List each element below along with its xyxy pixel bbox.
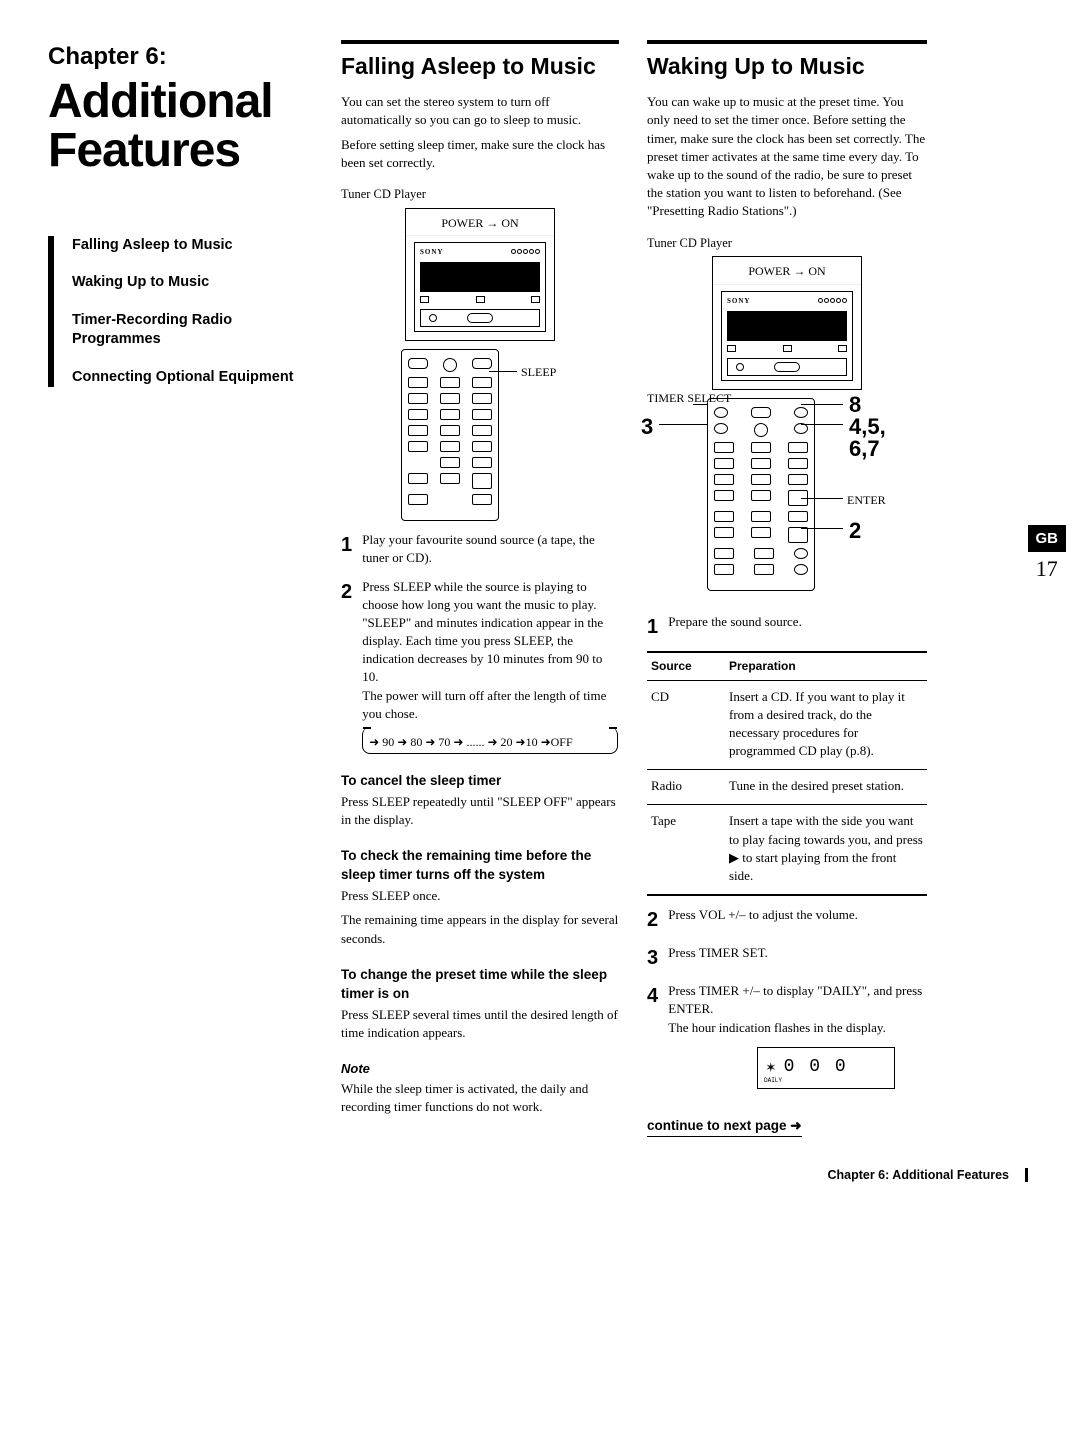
- cd-tray-icon: [727, 358, 847, 376]
- paragraph: Press SLEEP repeatedly until "SLEEP OFF"…: [341, 793, 619, 829]
- subheading: To change the preset time while the slee…: [341, 966, 619, 1004]
- step-number: 1: [647, 613, 665, 641]
- toc-item: Timer-Recording Radio Programmes: [72, 311, 313, 350]
- power-label: POWER → ON: [406, 209, 554, 237]
- paragraph: Press SLEEP once.: [341, 887, 619, 905]
- table-cell: Tape: [647, 805, 725, 895]
- display-screen-icon: [420, 262, 540, 292]
- step-detail: "SLEEP" and minutes indication appear in…: [362, 615, 603, 685]
- display-value: 0 0 0: [784, 1055, 848, 1080]
- step-text-inner: Press TIMER +/– to display "DAILY", and …: [668, 983, 922, 1016]
- step-number: 2: [647, 906, 665, 934]
- paragraph: Before setting sleep timer, make sure th…: [341, 136, 619, 172]
- chapter-title-line2: Features: [48, 124, 240, 177]
- device-label: Tuner CD Player: [647, 235, 927, 253]
- step-detail: The power will turn off after the length…: [362, 688, 606, 721]
- table-row: Radio Tune in the desired preset station…: [647, 770, 927, 805]
- step-text: Press SLEEP while the source is playing …: [362, 578, 618, 755]
- note-label: Note: [341, 1060, 619, 1078]
- tuner-illustration: POWER → ON SONY: [405, 208, 555, 342]
- chapter-label: Chapter 6:: [48, 40, 313, 74]
- device-label: Tuner CD Player: [341, 186, 619, 204]
- sleep-sequence: ➜ 90 ➜ 80 ➜ 70 ➜ ...... ➜ 20 ➜10 ➜OFF: [369, 735, 572, 749]
- note-text: While the sleep timer is activated, the …: [341, 1080, 619, 1116]
- toc-item: Waking Up to Music: [72, 273, 313, 293]
- rule: [341, 40, 619, 44]
- table-cell: Radio: [647, 770, 725, 805]
- preparation-table: Source Preparation CD Insert a CD. If yo…: [647, 651, 927, 896]
- page-number: 17: [1028, 554, 1067, 585]
- indicator-dots-icon: [817, 297, 847, 307]
- step: 3 Press TIMER SET.: [647, 944, 927, 972]
- left-column: Chapter 6: Additional Features Falling A…: [48, 40, 313, 1137]
- step-text: Play your favourite sound source (a tape…: [362, 531, 618, 567]
- footer: Chapter 6: Additional Features: [48, 1167, 1032, 1185]
- remote-illustration: [401, 349, 499, 521]
- step-text: Press TIMER +/– to display "DAILY", and …: [668, 982, 926, 1037]
- middle-column: Falling Asleep to Music You can set the …: [341, 40, 619, 1137]
- table-cell: CD: [647, 680, 725, 770]
- table-cell: Insert a tape with the side you want to …: [725, 805, 927, 895]
- daily-tag: DAILY: [764, 1077, 782, 1085]
- power-label: POWER → ON: [713, 257, 861, 285]
- step-text: Prepare the sound source.: [668, 613, 926, 631]
- indicator-dots-icon: [510, 248, 540, 258]
- rule: [647, 40, 927, 44]
- chapter-title-line1: Additional: [48, 75, 273, 128]
- step-detail: The hour indication flashes in the displ…: [668, 1020, 886, 1035]
- table-cell: Insert a CD. If you want to play it from…: [725, 680, 927, 770]
- remote-illustration: [707, 398, 815, 591]
- enter-callout: ENTER: [847, 492, 886, 509]
- remote-illustration-wrap: SLEEP: [341, 349, 619, 521]
- step-text: Press TIMER SET.: [668, 944, 926, 962]
- brand-label: SONY: [420, 248, 443, 258]
- paragraph: The remaining time appears in the displa…: [341, 911, 619, 947]
- step: 2 Press VOL +/– to adjust the volume.: [647, 906, 927, 934]
- chapter-title: Additional Features: [48, 78, 313, 176]
- cd-tray-icon: [420, 309, 540, 327]
- table-header: Source: [647, 652, 725, 680]
- table-cell: Tune in the desired preset station.: [725, 770, 927, 805]
- step-number: 3: [647, 944, 665, 972]
- step: 4 Press TIMER +/– to display "DAILY", an…: [647, 982, 927, 1037]
- table-header: Preparation: [725, 652, 927, 680]
- subheading: To check the remaining time before the s…: [341, 847, 619, 885]
- sleep-callout: SLEEP: [521, 364, 556, 381]
- callout-3: 3: [641, 412, 653, 443]
- display-readout: ✶DAILY 0 0 0: [757, 1047, 895, 1089]
- step: 1 Prepare the sound source.: [647, 613, 927, 641]
- right-column: Waking Up to Music You can wake up to mu…: [647, 40, 927, 1137]
- table-row: Tape Insert a tape with the side you wan…: [647, 805, 927, 895]
- step-number: 1: [341, 531, 359, 559]
- table-row: CD Insert a CD. If you want to play it f…: [647, 680, 927, 770]
- paragraph: Press SLEEP several times until the desi…: [341, 1006, 619, 1042]
- tuner-illustration: POWER → ON SONY: [712, 256, 862, 390]
- paragraph: You can set the stereo system to turn of…: [341, 93, 619, 129]
- callout-67: 6,7: [849, 434, 880, 465]
- paragraph: You can wake up to music at the preset t…: [647, 93, 927, 220]
- toc-item: Falling Asleep to Music: [72, 236, 313, 256]
- region-badge: GB: [1028, 525, 1067, 552]
- subheading: To cancel the sleep timer: [341, 772, 619, 791]
- remote-illustration-wrap: TIMER SELECT 8 3 4,5, 6,7: [707, 398, 857, 591]
- display-screen-icon: [727, 311, 847, 341]
- section-title-wake: Waking Up to Music: [647, 54, 927, 79]
- table-of-contents: Falling Asleep to Music Waking Up to Mus…: [48, 236, 313, 388]
- clock-icon: ✶DAILY: [766, 1057, 778, 1079]
- sequence-box: ➜ 90 ➜ 80 ➜ 70 ➜ ...... ➜ 20 ➜10 ➜OFF: [362, 727, 618, 754]
- step: 2 Press SLEEP while the source is playin…: [341, 578, 619, 755]
- callout-2: 2: [849, 516, 861, 547]
- section-title-sleep: Falling Asleep to Music: [341, 54, 619, 79]
- continue-link: continue to next page ➜: [647, 1117, 802, 1137]
- step-text: Press VOL +/– to adjust the volume.: [668, 906, 926, 924]
- page-marker: GB 17: [1028, 525, 1067, 585]
- toc-item: Connecting Optional Equipment: [72, 368, 313, 388]
- footer-text: Chapter 6: Additional Features: [827, 1168, 1009, 1182]
- step-number: 4: [647, 982, 665, 1010]
- brand-label: SONY: [727, 297, 750, 307]
- step-number: 2: [341, 578, 359, 606]
- step: 1 Play your favourite sound source (a ta…: [341, 531, 619, 567]
- step-text-inner: Press SLEEP while the source is playing …: [362, 579, 596, 612]
- page-body: Chapter 6: Additional Features Falling A…: [48, 40, 1032, 1137]
